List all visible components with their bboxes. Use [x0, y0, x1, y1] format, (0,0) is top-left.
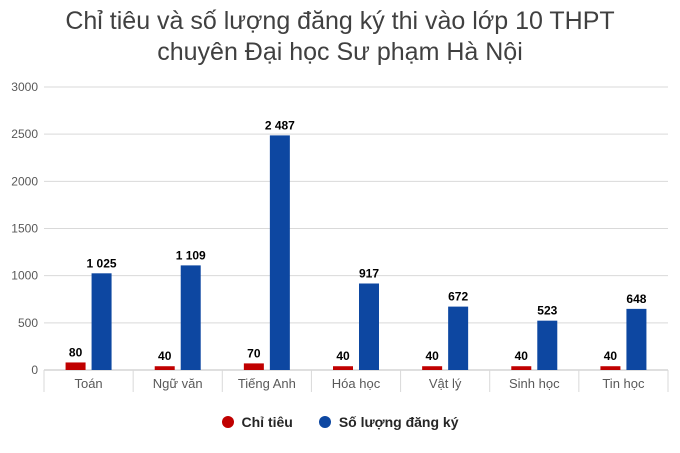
data-label-quota-7: 40 — [604, 349, 618, 363]
data-label-quota-4: 40 — [336, 349, 350, 363]
y-tick-label: 2000 — [11, 174, 38, 188]
data-label-registrations-2: 1 109 — [176, 248, 206, 262]
data-label-registrations-7: 648 — [626, 292, 646, 306]
chart-legend: Chỉ tiêu Số lượng đăng ký — [0, 411, 680, 433]
data-label-quota-2: 40 — [158, 349, 172, 363]
legend-label-registrations: Số lượng đăng ký — [338, 414, 459, 430]
chart-title-line-1: Chỉ tiêu và số lượng đăng ký thi vào lớp… — [65, 7, 615, 35]
data-label-registrations-4: 917 — [359, 266, 379, 280]
bar-quota-5 — [422, 366, 443, 370]
y-tick-label: 0 — [31, 363, 38, 377]
bar-quota-2 — [154, 366, 175, 370]
legend-item-quota: Chỉ tiêu — [221, 414, 293, 430]
chart-title: Chỉ tiêu và số lượng đăng ký thi vào lớp… — [0, 6, 680, 68]
data-label-quota-3: 70 — [247, 346, 261, 360]
bar-registrations-1 — [91, 273, 112, 370]
chart-title-line-2: chuyên Đại học Sư phạm Hà Nội — [157, 38, 523, 66]
bar-registrations-2 — [180, 265, 201, 370]
legend-swatch-quota — [221, 416, 234, 428]
y-tick-label: 1000 — [11, 269, 38, 283]
y-tick-label: 1500 — [11, 222, 38, 236]
y-tick-label: 2500 — [11, 127, 38, 141]
data-label-quota-5: 40 — [425, 349, 439, 363]
y-tick-label: 3000 — [11, 80, 38, 94]
x-tick-label: Sinh học — [509, 376, 560, 391]
y-tick-label: 500 — [18, 316, 38, 330]
x-tick-label: Tiếng Anh — [238, 376, 296, 391]
bar-registrations-6 — [537, 320, 558, 370]
bar-registrations-4 — [359, 283, 379, 370]
x-tick-label: Ngữ văn — [153, 376, 203, 391]
data-label-quota-6: 40 — [515, 349, 529, 363]
legend-item-registrations: Số lượng đăng ký — [318, 414, 459, 430]
legend-label-quota: Chỉ tiêu — [241, 414, 293, 430]
bar-registrations-3 — [269, 135, 290, 370]
data-label-registrations-1: 1 025 — [87, 256, 117, 270]
bar-quota-7 — [600, 366, 621, 370]
bar-registrations-5 — [448, 306, 469, 370]
x-tick-label: Tin học — [602, 376, 645, 391]
x-tick-label: Hóa học — [332, 376, 381, 391]
data-label-registrations-6: 523 — [537, 304, 557, 318]
bar-quota-4 — [333, 366, 353, 370]
x-tick-label: Toán — [74, 376, 102, 391]
bar-quota-1 — [65, 362, 86, 370]
bar-quota-6 — [511, 366, 532, 370]
bar-registrations-7 — [626, 308, 647, 370]
data-label-registrations-5: 672 — [448, 290, 468, 304]
legend-swatch-registrations — [318, 416, 331, 428]
data-label-registrations-3: 2 487 — [265, 118, 295, 132]
bar-quota-3 — [243, 363, 264, 370]
x-tick-label: Vật lý — [429, 376, 462, 391]
data-label-quota-1: 80 — [69, 345, 83, 359]
